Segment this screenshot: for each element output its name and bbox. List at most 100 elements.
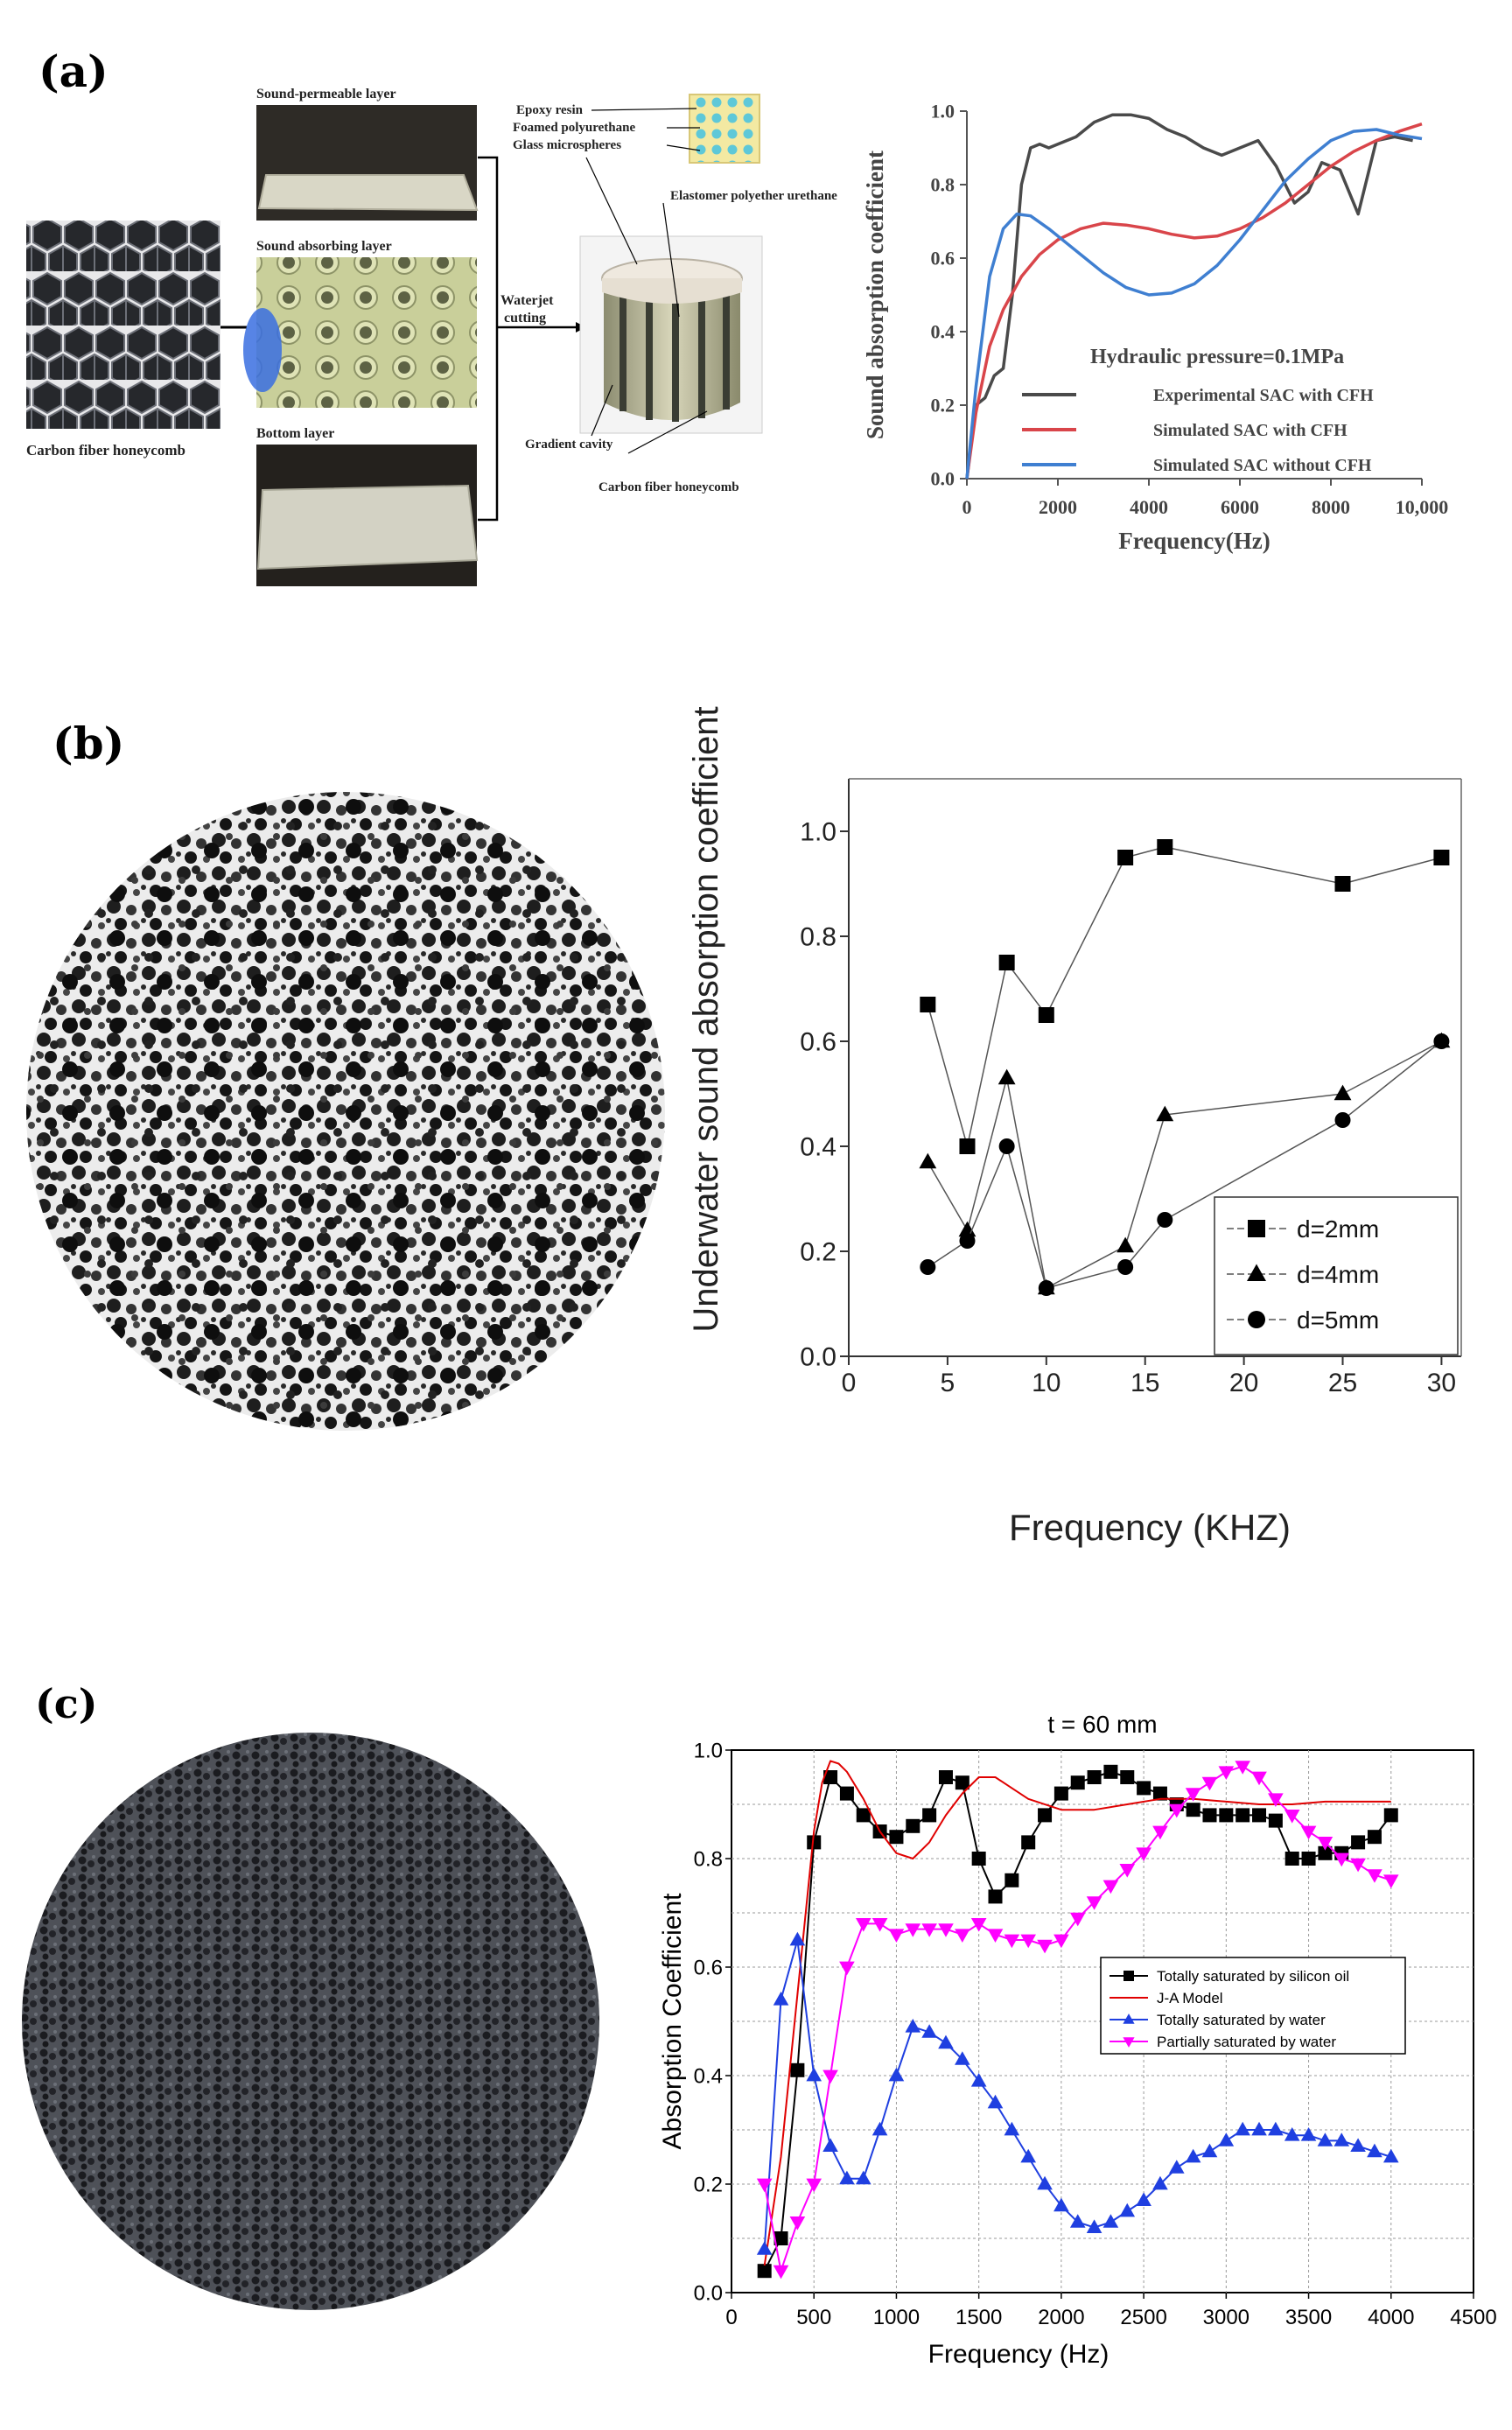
- data-point: [1152, 2175, 1168, 2190]
- legend-label: Experimental SAC with CFH: [1153, 386, 1374, 405]
- data-point: [1157, 839, 1173, 855]
- data-point: [1103, 1764, 1118, 1779]
- y-axis-title: Sound absorption coefficient: [862, 151, 888, 439]
- data-point: [1185, 1788, 1201, 1802]
- y-tick-label: 0.8: [800, 923, 836, 952]
- data-point: [921, 2024, 937, 2038]
- data-point: [921, 1923, 937, 1937]
- gradient-cavity-label: Gradient cavity: [525, 438, 613, 452]
- data-point: [970, 1918, 987, 1932]
- data-point: [959, 1233, 976, 1249]
- data-point: [1021, 1835, 1036, 1850]
- data-point: [1334, 1084, 1352, 1101]
- y-tick-label: 0.0: [694, 2281, 723, 2305]
- epoxy-label: Epoxy resin: [516, 103, 584, 117]
- data-point: [1317, 2132, 1334, 2146]
- y-axis-title: Absorption Coefficient: [658, 1893, 687, 2150]
- series-3: [965, 128, 1423, 480]
- data-point: [888, 1929, 905, 1943]
- x-tick-label: 10,000: [1396, 496, 1449, 518]
- data-point: [1070, 1775, 1085, 1790]
- data-point: [1186, 1803, 1200, 1817]
- waterjet-label: Waterjet: [500, 293, 554, 308]
- data-point: [790, 2062, 805, 2077]
- data-point: [1318, 1845, 1333, 1860]
- data-point: [1252, 1808, 1267, 1823]
- y-tick-label: 1.0: [694, 1739, 723, 1762]
- data-point: [822, 2138, 838, 2152]
- data-point: [1157, 1212, 1173, 1228]
- data-point: [998, 955, 1015, 970]
- series-2: [763, 1760, 1391, 2266]
- data-point: [1284, 1810, 1300, 1824]
- data-point: [774, 2231, 788, 2245]
- data-point: [955, 1775, 970, 1790]
- x-tick-label: 2000: [1039, 496, 1077, 518]
- data-point: [1054, 1786, 1068, 1801]
- data-point: [1334, 2132, 1350, 2146]
- data-point: [1120, 1770, 1135, 1784]
- x-tick-label: 8000: [1312, 496, 1350, 518]
- data-point: [905, 2019, 921, 2033]
- data-point: [1383, 1808, 1398, 1823]
- data-point: [1054, 2197, 1069, 2212]
- data-point: [1201, 1776, 1218, 1791]
- data-point: [855, 1918, 872, 1932]
- y-tick-label: 0.6: [800, 1028, 836, 1057]
- data-point: [756, 2178, 773, 2193]
- legend-label: Simulated SAC with CFH: [1153, 421, 1348, 440]
- y-axis-title: Underwater sound absorption coefficient: [687, 706, 725, 1332]
- data-point: [1382, 1874, 1399, 1888]
- data-point: [938, 2034, 954, 2049]
- x-tick-label: 1000: [873, 2306, 920, 2329]
- data-point: [958, 1221, 976, 1237]
- sound-absorbing-photo: [256, 257, 477, 408]
- foamed-label: Foamed polyurethane: [513, 121, 635, 135]
- data-point: [1317, 1837, 1334, 1851]
- data-point: [757, 2264, 772, 2279]
- data-point: [1037, 1939, 1053, 1954]
- data-point: [922, 1808, 937, 1823]
- data-point: [1004, 2121, 1020, 2136]
- data-point: [1334, 1112, 1351, 1128]
- data-point: [756, 2241, 773, 2255]
- data-point: [998, 1068, 1016, 1085]
- data-point: [789, 1931, 806, 1946]
- honeycomb-left-label: Carbon fiber honeycomb: [26, 442, 186, 459]
- legend-marker: [1123, 2037, 1135, 2048]
- honeycomb-photo: [26, 221, 220, 429]
- data-point: [1020, 1934, 1036, 1949]
- data-point: [1137, 1781, 1152, 1796]
- x-tick-label: 5: [941, 1369, 956, 1397]
- data-point: [1219, 1808, 1234, 1823]
- data-point: [987, 2094, 1004, 2109]
- honeycomb-right-label: Carbon fiber honeycomb: [598, 480, 739, 494]
- cutting-label: cutting: [504, 311, 546, 326]
- y-tick-label: 0.4: [800, 1133, 836, 1162]
- data-point: [889, 1830, 904, 1845]
- data-point: [1119, 1864, 1136, 1878]
- data-point: [955, 1929, 970, 1943]
- microsphere-inset: [689, 94, 760, 164]
- data-point: [872, 2121, 888, 2136]
- data-point: [1038, 1280, 1054, 1296]
- data-point: [938, 1923, 954, 1937]
- data-point: [955, 2051, 970, 2065]
- x-tick-label: 2000: [1038, 2306, 1084, 2329]
- data-point: [1136, 2192, 1152, 2206]
- legend-entry: Totally saturated by water: [1110, 2012, 1326, 2028]
- legend-marker: [1248, 1220, 1265, 1237]
- data-point: [1086, 2219, 1102, 2233]
- x-axis-title: Frequency (KHZ): [1009, 1507, 1291, 1548]
- x-tick-label: 15: [1130, 1369, 1159, 1397]
- x-tick-label: 30: [1427, 1369, 1456, 1397]
- data-point: [1087, 1770, 1102, 1784]
- data-point: [1069, 2214, 1086, 2228]
- data-point: [1236, 1808, 1250, 1823]
- data-point: [789, 2216, 806, 2230]
- y-tick-label: 0.2: [800, 1238, 836, 1267]
- data-point: [1367, 2143, 1382, 2158]
- series-line: [965, 123, 1423, 480]
